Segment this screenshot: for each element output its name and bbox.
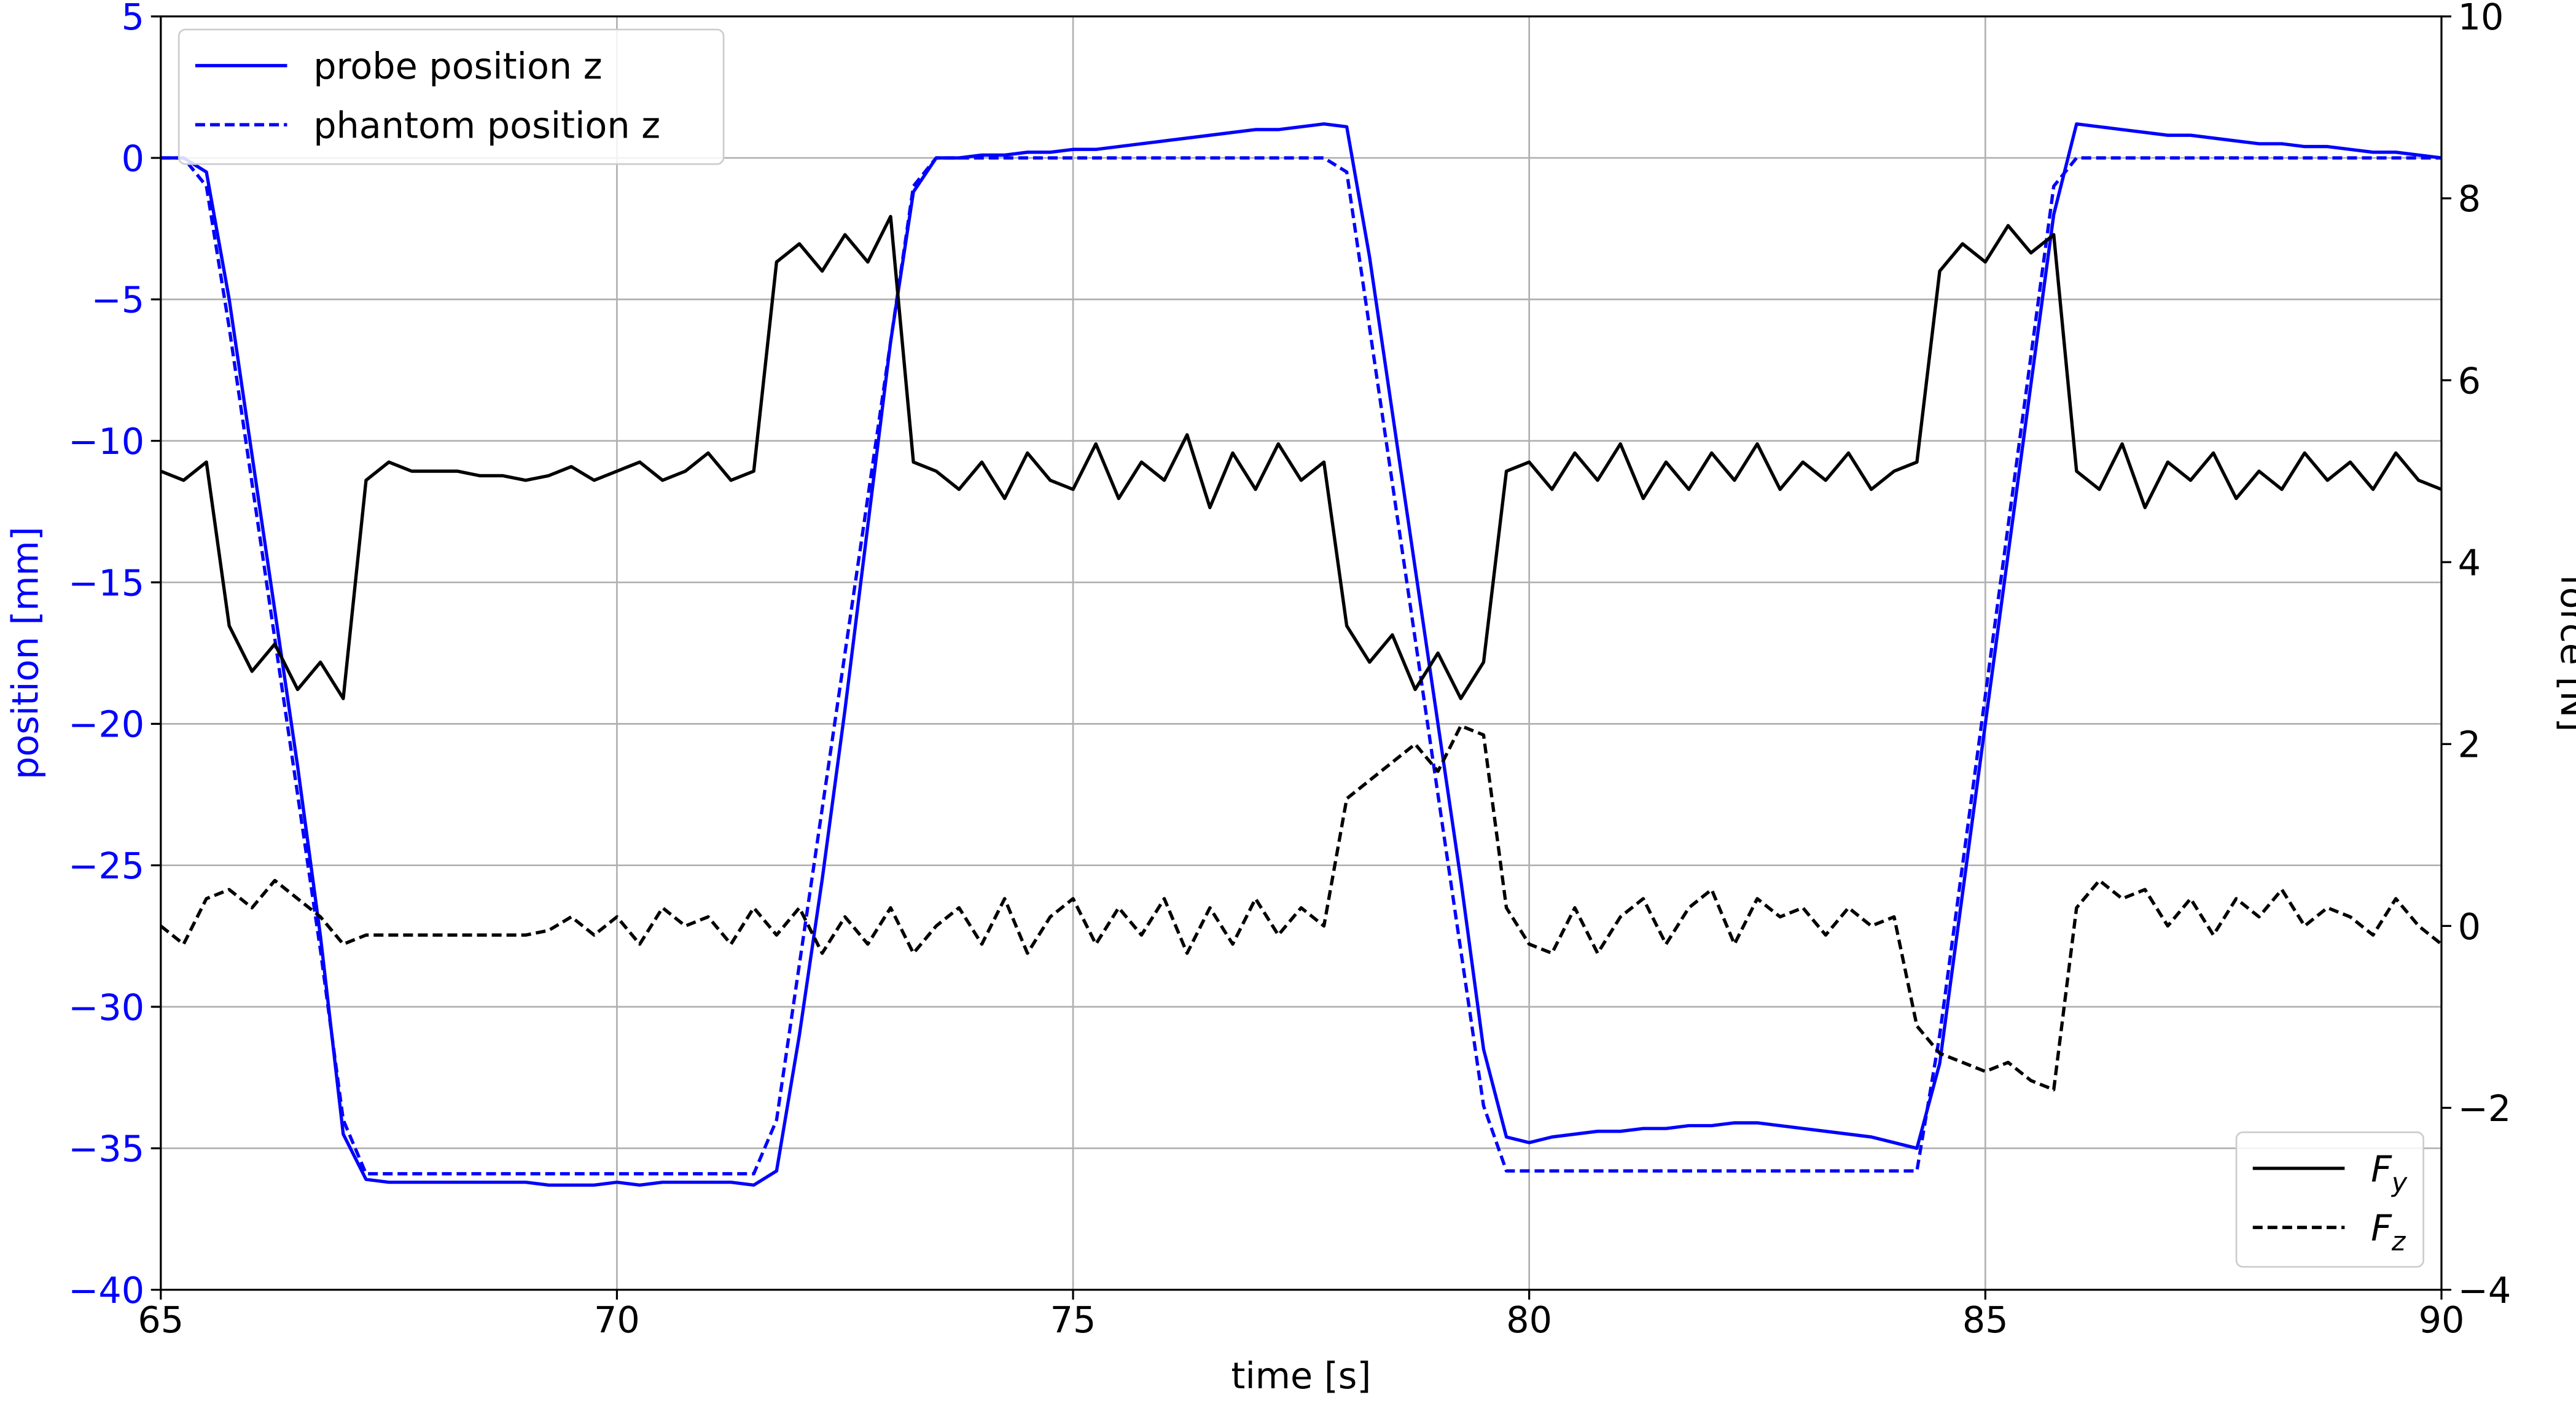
series-line [160, 122, 2442, 1187]
y-tick-label: −40 [68, 1269, 144, 1311]
y-tick-label: −30 [68, 986, 144, 1028]
legend-label: phantom position z [313, 104, 660, 146]
y-tick-label: −10 [68, 420, 144, 463]
legend: probe position z phantom position z [178, 28, 725, 165]
x-tick-label: 90 [2419, 1299, 2465, 1341]
legend: Fy Fz [2235, 1131, 2424, 1268]
y2-tick-label: 0 [2458, 905, 2481, 948]
plot-frame [160, 15, 2443, 1291]
x-tick-label: 75 [1050, 1299, 1096, 1341]
y-tick-label: −15 [68, 561, 144, 604]
x-tick-label: 80 [1506, 1299, 1552, 1341]
y-tick-label: 5 [122, 0, 144, 38]
y-axis-label: position [mm] [4, 526, 46, 780]
legend-box [2235, 1131, 2424, 1268]
series-line [160, 724, 2443, 1092]
series-line [160, 156, 2441, 1176]
x-tick-label: 65 [138, 1299, 184, 1341]
x-tick-label: 70 [594, 1299, 640, 1341]
y-tick-label: −20 [68, 703, 144, 746]
y2-tick-label: 8 [2458, 178, 2481, 220]
y-tick-label: −25 [68, 845, 144, 887]
y-tick-label: −5 [91, 279, 144, 321]
x-tick-label: 85 [1962, 1299, 2008, 1341]
x-axis-label: time [s] [1231, 1354, 1371, 1397]
series-line [160, 214, 2442, 700]
y-tick-label: 0 [122, 137, 144, 179]
y2-tick-label: −2 [2458, 1087, 2512, 1130]
y2-tick-label: 2 [2458, 724, 2481, 766]
legend-label: Fz [2371, 1207, 2406, 1257]
y2-tick-label: 10 [2458, 0, 2504, 38]
legend-label: Fy [2371, 1147, 2408, 1198]
y-tick-label: −35 [68, 1128, 144, 1170]
legend-box [178, 28, 725, 165]
y2-tick-label: −4 [2458, 1269, 2512, 1311]
y2-tick-label: 6 [2458, 359, 2481, 402]
y2-axis-label: force [N] [2553, 574, 2576, 732]
y2-tick-label: 4 [2458, 541, 2481, 584]
legend-label: probe position z [313, 45, 602, 87]
